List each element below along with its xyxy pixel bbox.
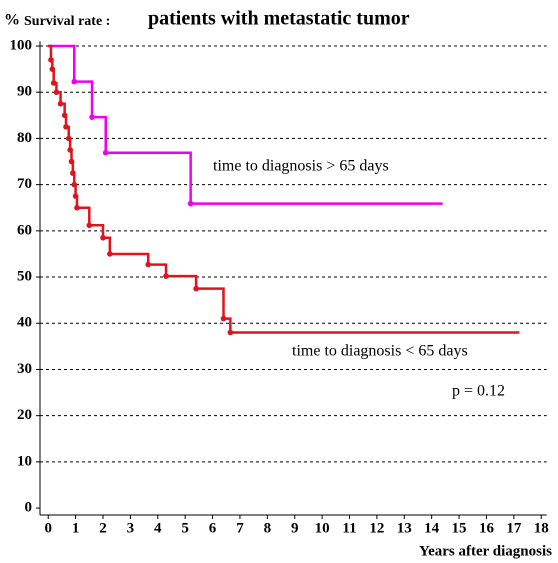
survival-line — [48, 44, 520, 334]
x-tick-label: 10 — [315, 520, 330, 536]
y-tick-label: 60 — [17, 222, 32, 238]
y-tick-label: 30 — [17, 361, 32, 377]
censor-dot — [107, 251, 113, 257]
x-tick-label: 15 — [452, 520, 467, 536]
x-tick-label: 6 — [209, 520, 217, 536]
censor-dot — [53, 89, 60, 96]
censor-dot — [48, 57, 54, 63]
x-tick-label: 11 — [342, 520, 356, 536]
x-tick-label: 9 — [291, 520, 299, 536]
x-tick-label: 3 — [127, 520, 135, 536]
censor-dot — [102, 149, 109, 156]
censor-dot — [50, 80, 57, 86]
censor-dot — [220, 315, 227, 322]
censor-dot — [145, 261, 151, 268]
y-tick-label: 90 — [17, 84, 32, 100]
y-tick-label: 20 — [17, 407, 32, 423]
series-label: time to diagnosis < 65 days — [292, 343, 468, 360]
series-label: time to diagnosis > 65 days — [213, 158, 389, 175]
censor-dot — [74, 204, 80, 211]
x-tick-label: 17 — [506, 520, 522, 536]
x-tick-label: 12 — [369, 520, 384, 536]
survival-line — [48, 44, 443, 205]
censor-dot — [227, 329, 234, 336]
x-tick-label: 7 — [236, 520, 244, 536]
censor-dot — [57, 100, 64, 107]
censor-dot — [89, 114, 95, 120]
y-tick-label: 40 — [17, 315, 32, 331]
y-tick-label: 80 — [17, 130, 32, 146]
censor-dot — [72, 193, 79, 199]
x-tick-label: 8 — [264, 520, 272, 536]
y-tick-label: 10 — [17, 453, 32, 469]
x-tick-label: 1 — [72, 520, 80, 536]
censor-dot — [163, 273, 169, 279]
censor-dot — [49, 66, 56, 72]
x-tick-label: 4 — [154, 520, 162, 536]
x-tick-label: 2 — [99, 520, 107, 536]
x-tick-label: 14 — [424, 520, 440, 536]
y-unit: % — [4, 12, 20, 29]
censor-dot — [68, 158, 75, 165]
annotation: p = 0.12 — [452, 383, 505, 400]
x-tick-label: 18 — [534, 520, 549, 536]
censor-dot — [100, 234, 106, 241]
x-tick-label: 5 — [181, 520, 189, 536]
y-tick-label: 50 — [17, 268, 32, 284]
chart-title: patients with metastatic tumor — [148, 8, 410, 30]
x-tick-label: 16 — [479, 520, 495, 536]
censor-dot — [61, 112, 68, 119]
censor-dot — [193, 285, 199, 292]
censor-dot — [70, 170, 76, 176]
censor-dot — [71, 181, 78, 188]
censor-dot — [187, 200, 194, 207]
y-tick-label: 70 — [17, 176, 32, 192]
y-tick-label: 0 — [25, 500, 33, 516]
censor-dot — [65, 135, 72, 142]
x-tick-label: 13 — [397, 520, 412, 536]
x-tick-label: 0 — [44, 520, 52, 536]
censor-dot — [86, 222, 93, 229]
censor-dot — [67, 147, 73, 153]
y-tick-label: 100 — [10, 37, 33, 53]
chart-subtitle: Survival rate : — [24, 14, 110, 29]
censor-dot — [71, 78, 78, 85]
x-axis-label: Years after diagnosis — [419, 543, 552, 559]
censor-dot — [63, 124, 69, 130]
